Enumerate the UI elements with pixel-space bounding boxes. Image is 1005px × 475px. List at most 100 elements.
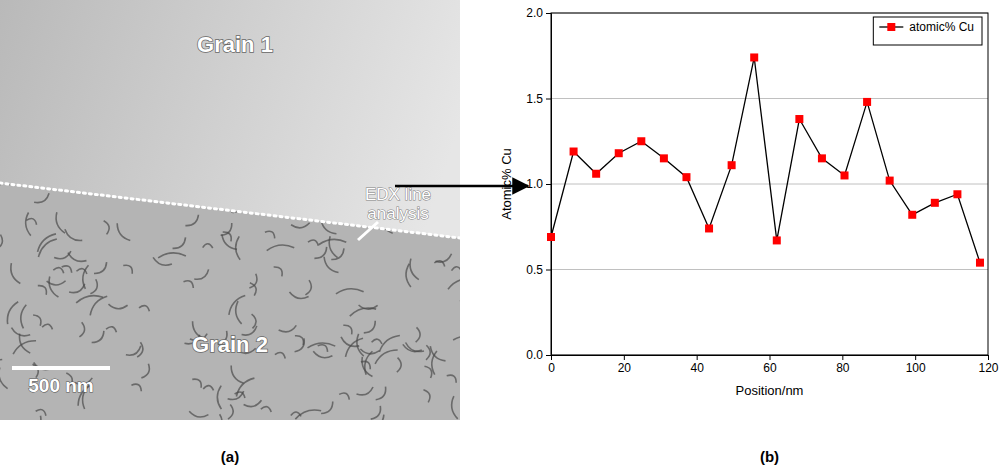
dislocation-texture [0,167,481,429]
dislocation [221,223,232,235]
grain-1-area [0,0,460,420]
dislocation [360,349,379,354]
dislocation [274,267,283,276]
marker [863,98,871,106]
dislocation [246,200,263,211]
dislocation [36,410,46,416]
marker [841,171,849,179]
marker [908,211,916,219]
grain-boundary [0,183,460,238]
dislocation [42,324,52,329]
dislocation [308,240,318,246]
dislocation [438,219,442,233]
dislocation [90,279,97,294]
dislocation [21,305,27,329]
dislocation [313,351,332,357]
dislocation [222,234,237,249]
dislocation [34,193,49,202]
plot-data [547,53,984,266]
legend-swatch [887,23,895,31]
series-line [551,57,980,262]
tick-mark [546,355,551,356]
dislocation [351,192,366,213]
tick: 40 [690,355,704,375]
marker [931,199,939,207]
dislocation [451,267,461,271]
dislocation [236,378,254,396]
tick-mark [915,355,916,360]
dislocation [183,281,193,288]
dislocation [216,414,222,429]
dislocation [0,349,2,360]
dislocation [123,265,132,273]
tick-label: 0.0 [526,348,543,362]
marker [615,149,623,157]
marker [728,161,736,169]
dislocation [371,415,383,426]
dislocation [236,301,242,324]
edx-line [358,222,378,240]
dislocation [460,301,469,310]
dislocation [68,253,87,262]
tick-label: 20 [618,361,632,375]
dislocation [108,304,127,309]
dislocation [0,235,2,250]
legend-box [873,17,982,45]
dislocation [350,308,376,316]
scale-bar-label: 500 nm [28,375,93,396]
grain-label: Grain 1 [197,32,273,57]
dislocation [0,368,8,389]
dislocation [291,223,310,228]
dislocation [329,236,337,257]
dislocation [192,379,201,388]
chart: 0204060801001200.00.51.01.52.0Position/n… [499,6,999,398]
tick-mark [624,355,625,360]
dislocation [141,364,149,378]
dislocation [53,268,63,273]
tick-label: 1.0 [526,177,543,191]
axis-line [552,356,989,361]
dislocation [357,334,364,356]
dislocation [33,315,41,326]
grid [551,13,988,355]
tick: 0.5 [526,263,551,277]
dislocation [430,346,445,361]
dislocation [92,331,104,343]
dislocation [379,336,399,352]
dislocation [13,341,36,354]
scale-bar [12,366,110,370]
marker [682,173,690,181]
marker [570,148,578,156]
marker [637,137,645,145]
dislocation [38,234,56,252]
dislocation [189,411,208,417]
tick-label: 0.5 [526,263,543,277]
tick: 0 [548,355,555,375]
dislocation [194,269,208,279]
dislocation [90,296,107,315]
grain-label: Grain 2 [192,332,268,357]
tick-label: 0 [548,361,555,375]
dislocation [261,407,271,412]
dislocation [94,262,107,273]
dislocation [376,387,386,400]
dislocation [38,239,56,257]
dislocation [448,279,473,289]
dislocation [337,194,356,199]
dislocation [250,283,256,296]
tick-mark [770,355,771,360]
dislocation [104,221,110,235]
marker [705,224,713,232]
dislocation [126,346,141,355]
tick-mark [546,270,551,271]
dislocation [423,390,430,403]
dislocation [131,384,141,391]
dislocation [416,327,420,342]
dislocation [153,257,172,265]
dislocation [435,254,451,262]
tick: 2.0 [526,6,551,20]
dislocation [265,231,275,238]
tick-mark [988,355,989,360]
dislocation [228,404,233,419]
dislocation [56,212,65,233]
